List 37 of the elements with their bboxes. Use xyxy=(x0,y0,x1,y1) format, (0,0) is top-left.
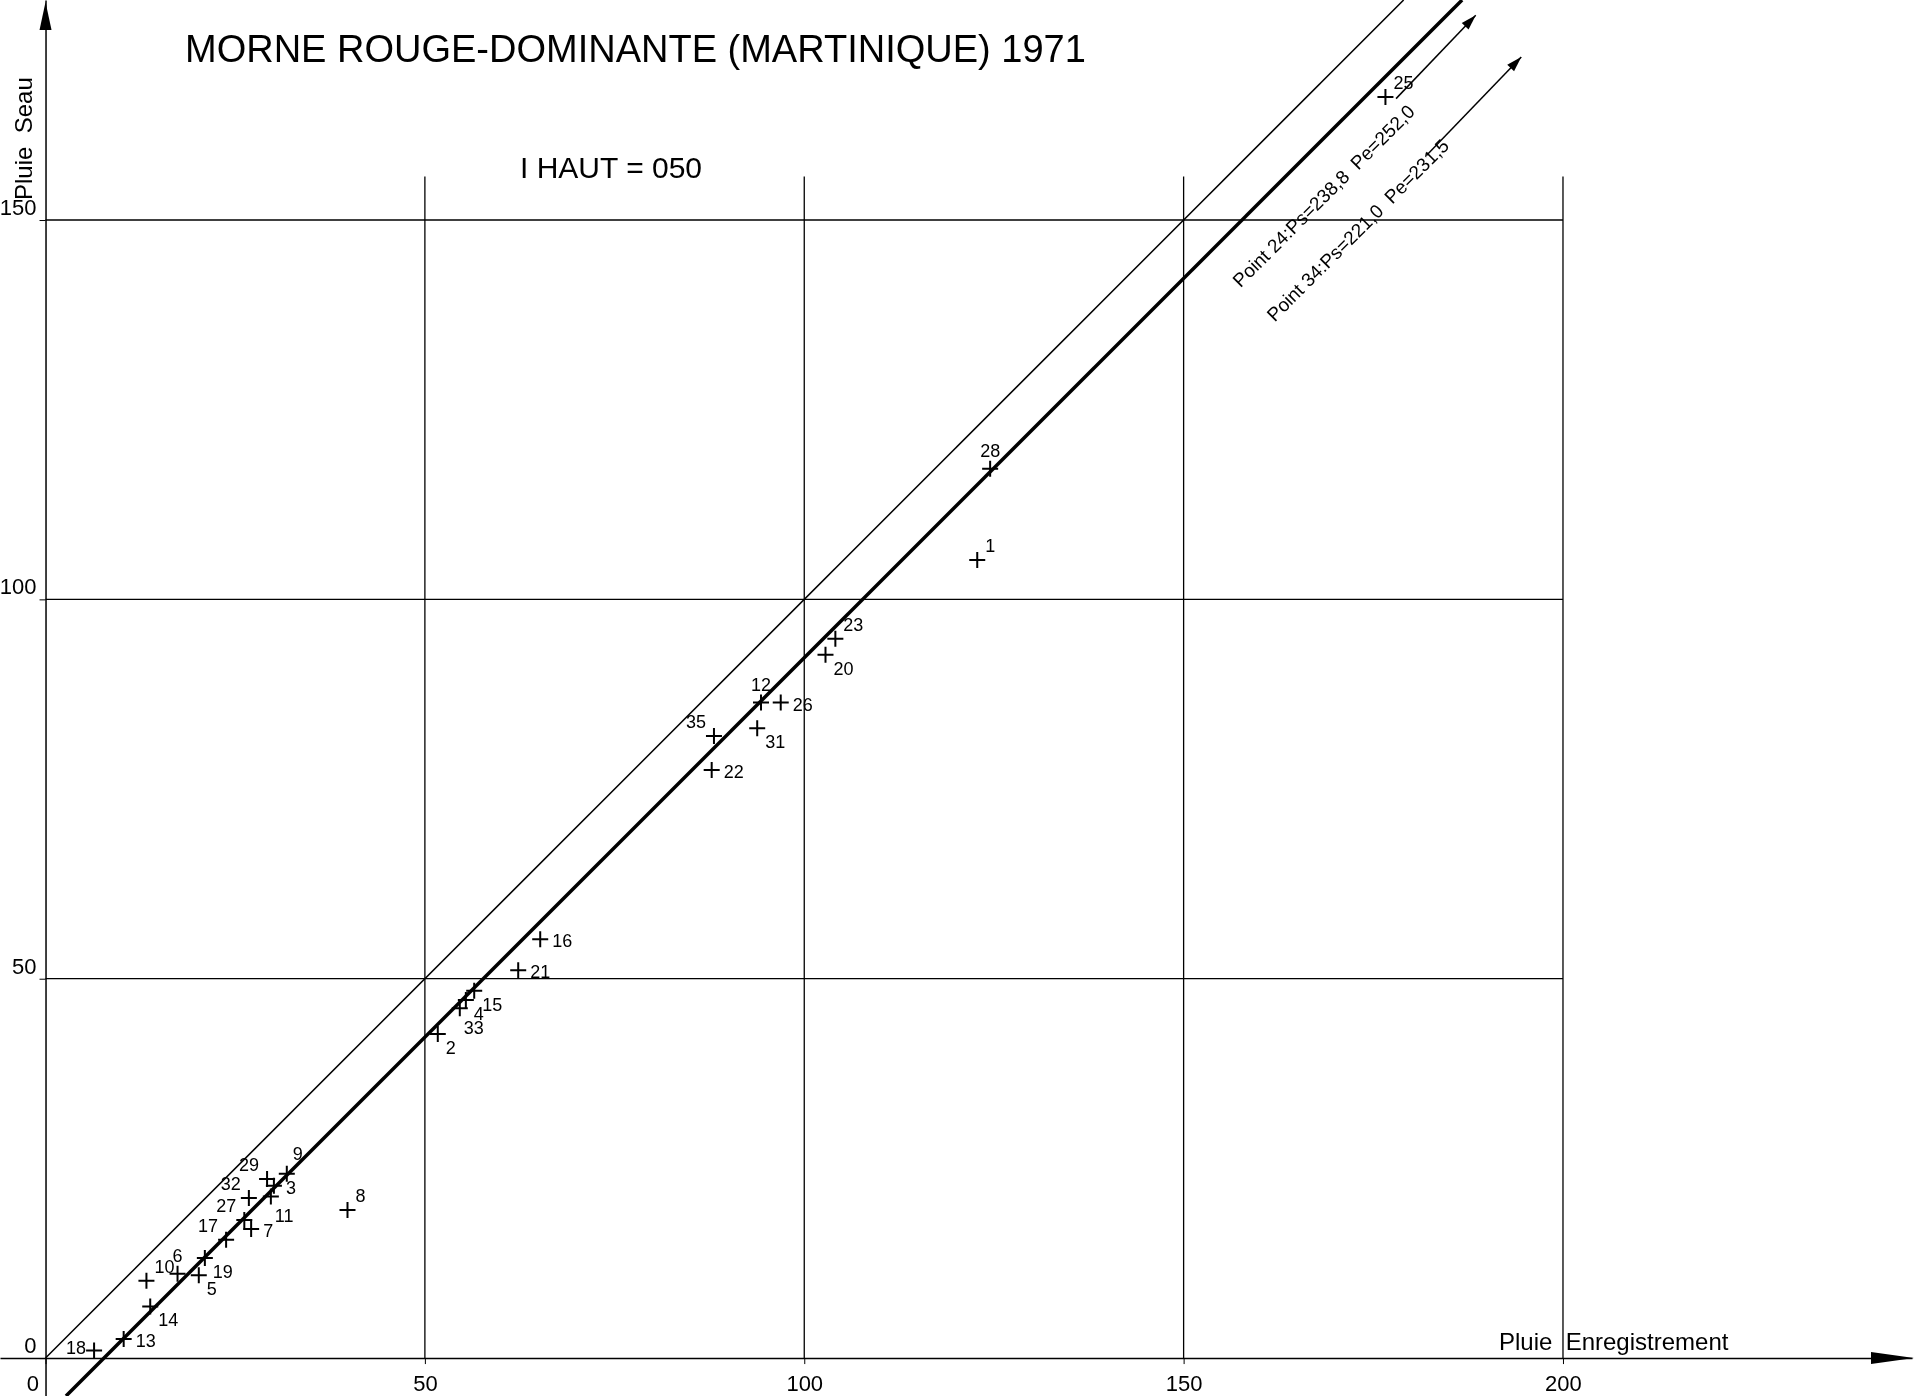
annotation: 21 xyxy=(530,962,551,983)
annotation: 20 xyxy=(833,658,854,679)
annotation: 35 xyxy=(685,711,706,732)
annotation: 29 xyxy=(239,1155,260,1176)
annotation: 19 xyxy=(212,1261,233,1282)
y-tick-label: 100 xyxy=(0,574,37,600)
annotation: 31 xyxy=(765,732,786,753)
annotation: 23 xyxy=(843,614,864,635)
x-tick-label: 150 xyxy=(1165,1371,1203,1396)
annotation: 5 xyxy=(206,1279,217,1300)
annotation: 28 xyxy=(980,440,1001,461)
annotation: 11 xyxy=(274,1206,294,1227)
annotation: 9 xyxy=(292,1143,303,1164)
text: I HAUT = 050 xyxy=(520,151,703,184)
x-tick-label: 50 xyxy=(413,1371,438,1396)
annotation: 13 xyxy=(135,1331,156,1352)
annotation: 7 xyxy=(263,1221,274,1242)
annotation: 17 xyxy=(198,1215,219,1236)
x-tick-label: 100 xyxy=(786,1371,824,1396)
y-tick-label: 0 xyxy=(24,1333,37,1359)
x-tick-label: 200 xyxy=(1545,1371,1582,1396)
annotation: 16 xyxy=(552,931,573,952)
annotation: 25 xyxy=(1393,73,1414,94)
annotation: 22 xyxy=(723,762,744,783)
annotation: 27 xyxy=(216,1195,237,1216)
annotation: 8 xyxy=(355,1186,366,1207)
text: MORNE ROUGE-DOMINANTE (MARTINIQUE) 1971 xyxy=(185,28,1086,70)
annotation: 15 xyxy=(482,994,503,1015)
annotation: 1 xyxy=(985,535,996,556)
annotation: 12 xyxy=(750,674,772,695)
annotation: 3 xyxy=(285,1177,296,1198)
annotation: 2 xyxy=(445,1038,456,1059)
annotation: 14 xyxy=(158,1310,179,1331)
annotation: 32 xyxy=(220,1173,241,1194)
annotation: 18 xyxy=(66,1338,87,1359)
x-axis-title: Pluie Enregistrement xyxy=(1498,1328,1729,1356)
y-tick-label: 50 xyxy=(12,953,37,979)
